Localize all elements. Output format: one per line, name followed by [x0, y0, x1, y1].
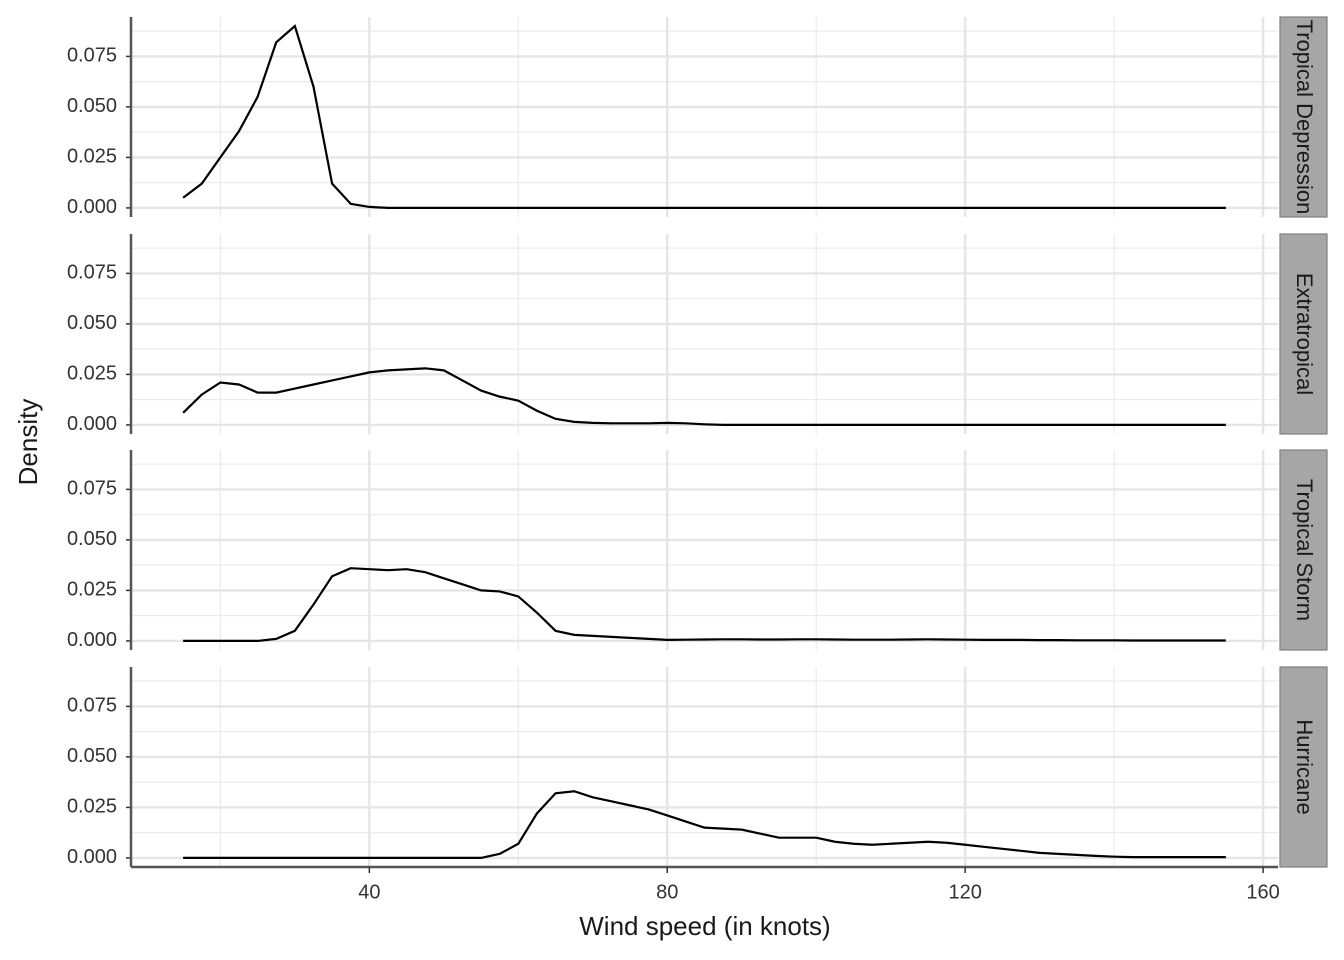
y-tick-label: 0.000 — [67, 629, 117, 651]
facet-label: Tropical Depression — [1292, 20, 1317, 215]
density-line — [183, 567, 1226, 643]
density-line — [183, 790, 1226, 860]
y-axis-title: Density — [13, 399, 43, 486]
facet-label: Extratropical — [1292, 273, 1317, 395]
x-axis-title: Wind speed (in knots) — [579, 911, 830, 941]
facet-label: Hurricane — [1292, 719, 1317, 814]
facet-strip — [1279, 666, 1328, 868]
y-tick-label: 0.050 — [67, 528, 117, 550]
facet-strip — [1279, 449, 1328, 651]
y-tick-label: 0.075 — [67, 45, 117, 67]
y-tick-label: 0.000 — [67, 413, 117, 435]
y-tick-label: 0.050 — [67, 745, 117, 767]
density-line — [182, 367, 1226, 427]
strip-label-group: Tropical Depression — [1292, 20, 1317, 215]
facet-strip — [1279, 16, 1328, 218]
y-tick-label: 0.025 — [67, 796, 117, 818]
y-tick-label: 0.075 — [67, 478, 117, 500]
facet-label: Tropical Storm — [1292, 479, 1317, 621]
y-tick-label: 0.000 — [67, 846, 117, 868]
x-tick-label: 80 — [656, 881, 678, 903]
x-tick-label: 160 — [1246, 881, 1279, 903]
y-tick-label: 0.075 — [67, 262, 117, 284]
strip-label-group: Hurricane — [1292, 719, 1317, 814]
strip-label-group: Tropical Storm — [1292, 479, 1317, 621]
y-tick-label: 0.000 — [67, 196, 117, 218]
y-tick-label: 0.050 — [67, 312, 117, 334]
x-tick-label: 40 — [358, 881, 380, 903]
y-tick-label: 0.075 — [67, 695, 117, 717]
y-tick-label: 0.025 — [67, 363, 117, 385]
y-tick-label: 0.025 — [67, 146, 117, 168]
strip-label-group: Extratropical — [1292, 273, 1317, 395]
density-line — [182, 24, 1226, 210]
facet-strip — [1279, 233, 1328, 435]
y-tick-label: 0.025 — [67, 579, 117, 601]
x-tick-label: 120 — [948, 881, 981, 903]
y-tick-label: 0.050 — [67, 95, 117, 117]
